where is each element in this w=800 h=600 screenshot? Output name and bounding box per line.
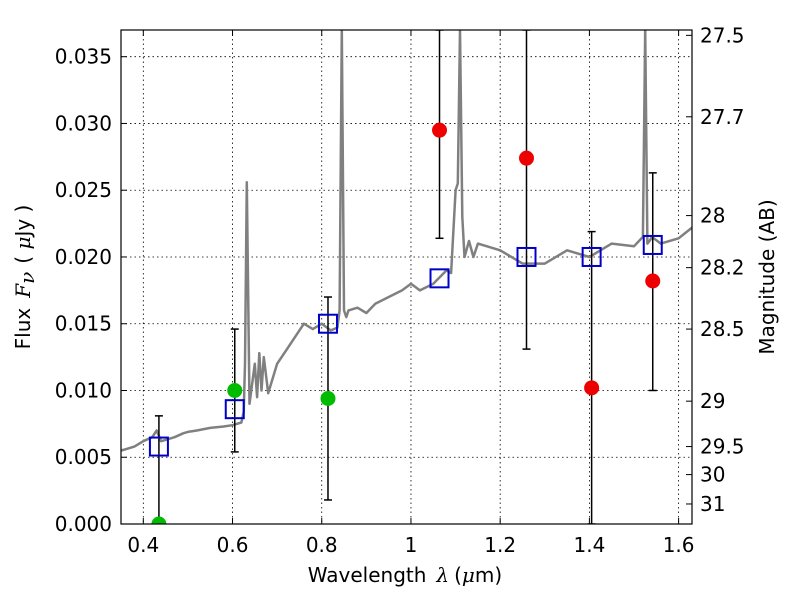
photometry-point [645, 273, 661, 289]
y-tick-label: 0.035 [55, 45, 112, 69]
x-tick-label: 1 [405, 533, 418, 557]
y2-tick-label: 28.5 [700, 317, 745, 341]
x-tick-label: 1.4 [573, 533, 605, 557]
x-tick-label: 0.4 [127, 533, 159, 557]
y2-tick-label: 30 [700, 463, 725, 487]
y-tick-label: 0.000 [55, 512, 112, 536]
y-tick-label: 0.015 [55, 312, 112, 336]
x-tick-label: 1.2 [484, 533, 516, 557]
photometry-point [584, 380, 600, 396]
model-flux-square [224, 399, 245, 420]
plot-area [121, 30, 692, 524]
y-tick-label: 0.020 [55, 245, 112, 269]
y-axis-label: FluxFν( μJy ) [11, 205, 39, 350]
photometry-point [518, 150, 534, 166]
y-tick-label: 0.030 [55, 111, 112, 135]
model-flux-square [317, 313, 338, 334]
axis-ticks: 0.4 0.6 0.8 1 1.2 1.4 1.6 0.000 0.005 0.010 0.015 0… [55, 23, 745, 557]
x-tick-label: 1.6 [663, 533, 695, 557]
model-flux-square [516, 246, 537, 267]
photometry-point [432, 122, 448, 138]
model-flux-square [581, 246, 602, 267]
y2-tick-label: 29.5 [700, 435, 745, 459]
y2-tick-label: 29 [700, 389, 725, 413]
photometry-point [151, 516, 167, 524]
y2-axis-label: Magnitude (AB) [755, 199, 779, 354]
spectrum-line [121, 30, 692, 452]
y2-tick-label: 28 [700, 204, 725, 228]
model-flux-square [642, 234, 663, 255]
y-tick-label: 0.005 [55, 445, 112, 469]
y-tick-label: 0.010 [55, 378, 112, 402]
y2-tick-label: 27.5 [700, 23, 745, 47]
y2-tick-label: 31 [700, 492, 725, 516]
plot-frame [120, 29, 693, 525]
photometry-point [227, 382, 243, 398]
y2-tick-label: 28.2 [700, 256, 745, 280]
model-flux-square [429, 268, 450, 289]
y2-tick-label: 27.7 [700, 105, 745, 129]
model-flux-square [148, 436, 169, 457]
x-axis-label: Wavelength λ (μm) [308, 563, 502, 587]
y-tick-label: 0.025 [55, 178, 112, 202]
x-tick-label: 0.8 [306, 533, 338, 557]
x-tick-label: 0.6 [217, 533, 249, 557]
photometry-point [320, 390, 336, 406]
